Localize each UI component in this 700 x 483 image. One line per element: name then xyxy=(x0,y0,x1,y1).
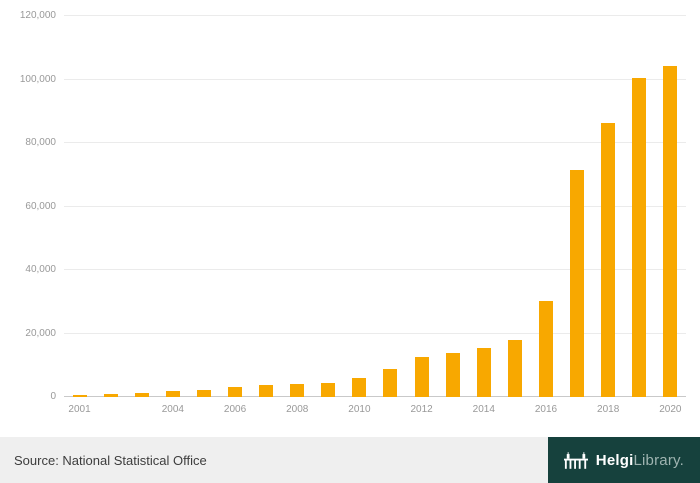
x-axis-label: 2020 xyxy=(659,404,682,415)
x-axis-label: 2001 xyxy=(68,404,91,415)
bar-slot xyxy=(126,16,157,397)
bar-2007 xyxy=(259,385,274,397)
bar-slot xyxy=(499,16,530,397)
bar-slot xyxy=(375,16,406,397)
bar-slot: 2012 xyxy=(406,16,437,415)
logo-text: HelgiLibrary. xyxy=(596,453,684,468)
bar-slot: 2001 xyxy=(64,16,95,415)
bar-2010 xyxy=(352,378,367,397)
x-axis-label: 2016 xyxy=(534,404,558,415)
bar-2015 xyxy=(507,340,522,397)
helgilibrary-logo[interactable]: HelgiLibrary. xyxy=(547,437,700,483)
bar-2005 xyxy=(196,389,211,397)
bar-2001 xyxy=(72,395,87,397)
x-axis-label: 2006 xyxy=(223,404,247,415)
y-axis-label: 120,000 xyxy=(19,10,56,21)
gridline xyxy=(64,78,686,80)
source-label: Source: National Statistical Office xyxy=(14,452,207,468)
bar-slot xyxy=(624,16,655,397)
y-axis-label: 0 xyxy=(50,391,56,402)
bar-2017 xyxy=(570,170,585,397)
x-axis-label: 2008 xyxy=(286,404,309,415)
bar-slot xyxy=(437,16,468,397)
plot-area: 2001 2004 2006 2008 2010 2012 2014 2016 2018 2020… xyxy=(20,11,686,415)
bar-slot xyxy=(562,16,593,397)
logo-text-bold: Helgi xyxy=(595,451,634,469)
y-axis-label: 80,000 xyxy=(25,137,56,148)
bar-slot: 2014 xyxy=(468,16,499,415)
bar-2012 xyxy=(414,356,429,397)
y-axis-label: 20,000 xyxy=(25,327,56,339)
bar-2006 xyxy=(228,387,243,397)
bar-slot xyxy=(251,16,282,397)
y-axis-label: 40,000 xyxy=(25,264,56,275)
gridline xyxy=(64,205,686,207)
bar-slot: 2004 xyxy=(157,16,188,415)
bar-2018 xyxy=(601,123,616,397)
bar-2009 xyxy=(321,382,336,397)
logo-text-light: Library. xyxy=(633,451,684,469)
bar-slot: 2006 xyxy=(219,16,250,415)
y-axis-label: 100,000 xyxy=(19,73,56,85)
bar-slot xyxy=(313,16,344,397)
gridline xyxy=(64,142,686,143)
bridge-icon xyxy=(563,451,588,469)
x-axis-label: 2018 xyxy=(597,404,620,415)
bar-2016 xyxy=(538,301,553,397)
x-axis-label: 2012 xyxy=(410,404,433,415)
gridline xyxy=(64,269,686,270)
bar-slot: 2018 xyxy=(593,16,624,415)
bar-2013 xyxy=(445,352,460,397)
bar-slot xyxy=(95,16,126,397)
bar-slot xyxy=(188,16,219,397)
gridline xyxy=(64,396,686,397)
x-axis-label: 2014 xyxy=(472,404,495,415)
bar-2002 xyxy=(103,393,118,397)
bar-2019 xyxy=(632,78,647,397)
bar-2014 xyxy=(476,348,491,397)
bar-slot: 2010 xyxy=(344,16,375,415)
gridline xyxy=(64,15,686,16)
bar-slot: 2008 xyxy=(282,16,313,415)
bars-container: 2001 2004 2006 2008 2010 2012 2014 2016 2018 2020 xyxy=(64,16,686,415)
gridline xyxy=(64,332,686,334)
bar-slot: 2020 xyxy=(655,16,686,415)
x-axis-label: 2004 xyxy=(161,404,184,415)
footer-bar: Source: National Statistical Office xyxy=(0,437,700,483)
bar-2020 xyxy=(663,65,678,397)
y-axis-label: 60,000 xyxy=(25,200,56,212)
bar-2008 xyxy=(290,383,305,397)
x-axis-label: 2010 xyxy=(348,404,371,415)
bar-2003 xyxy=(134,392,149,397)
bar-2011 xyxy=(383,369,398,397)
bar-slot: 2016 xyxy=(530,16,561,415)
bar-chart: 2001 2004 2006 2008 2010 2012 2014 2016 2018 2020… xyxy=(19,10,686,415)
bar-2004 xyxy=(165,391,180,397)
